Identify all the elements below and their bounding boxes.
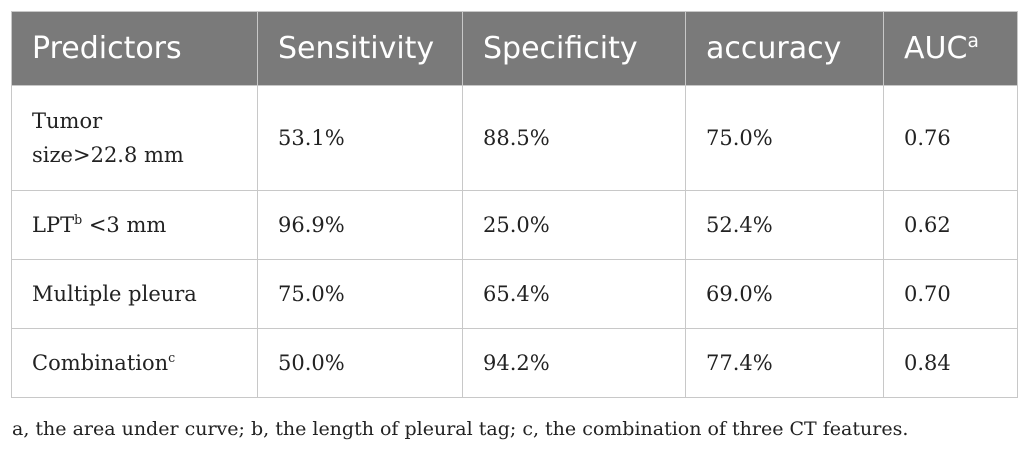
header-row: Predictors Sensitivity Specificity accur… [11,11,1018,86]
header-sensitivity: Sensitivity [257,11,463,86]
cell-specificity: 88.5% [462,85,686,191]
predictor-performance-table: Predictors Sensitivity Specificity accur… [11,11,1018,398]
predictor-label: Combination [32,351,169,375]
header-auc: AUCa [883,11,1018,86]
header-auc-footnote-mark: a [967,31,979,52]
table-footnote: a, the area under curve; b, the length o… [12,418,909,440]
header-predictors: Predictors [11,11,258,86]
cell-sensitivity: 96.9% [257,190,463,260]
cell-sensitivity: 53.1% [257,85,463,191]
table-row: LPTb <3 mm 96.9% 25.0% 52.4% 0.62 [11,190,1018,260]
cell-specificity: 94.2% [462,328,686,398]
cell-specificity: 25.0% [462,190,686,260]
predictor-footnote-mark: b [74,212,83,227]
predictor-footnote-mark: c [168,350,176,365]
table-row: Combinationc 50.0% 94.2% 77.4% 0.84 [11,328,1018,398]
cell-accuracy: 69.0% [685,259,884,329]
table-body: Tumor size>22.8 mm 53.1% 88.5% 75.0% 0.76… [11,85,1018,398]
cell-auc: 0.70 [883,259,1018,329]
table-row: Tumor size>22.8 mm 53.1% 88.5% 75.0% 0.76 [11,85,1018,191]
predictor-label: LPT [32,213,75,237]
results-table-container: Predictors Sensitivity Specificity accur… [11,11,1018,398]
cell-accuracy: 75.0% [685,85,884,191]
cell-specificity: 65.4% [462,259,686,329]
cell-predictor: Multiple pleura [11,259,258,329]
predictor-line1: Tumor [32,109,103,133]
cell-predictor: Tumor size>22.8 mm [11,85,258,191]
header-auc-label: AUC [904,31,968,66]
cell-accuracy: 77.4% [685,328,884,398]
cell-sensitivity: 50.0% [257,328,463,398]
cell-auc: 0.84 [883,328,1018,398]
table-header: Predictors Sensitivity Specificity accur… [11,11,1018,86]
cell-auc: 0.62 [883,190,1018,260]
cell-predictor: Combinationc [11,328,258,398]
cell-auc: 0.76 [883,85,1018,191]
cell-accuracy: 52.4% [685,190,884,260]
cell-sensitivity: 75.0% [257,259,463,329]
header-specificity: Specificity [462,11,686,86]
cell-predictor: LPTb <3 mm [11,190,258,260]
table-row: Multiple pleura 75.0% 65.4% 69.0% 0.70 [11,259,1018,329]
header-accuracy: accuracy [685,11,884,86]
predictor-suffix: <3 mm [82,213,167,237]
predictor-line2: size>22.8 mm [32,143,184,167]
